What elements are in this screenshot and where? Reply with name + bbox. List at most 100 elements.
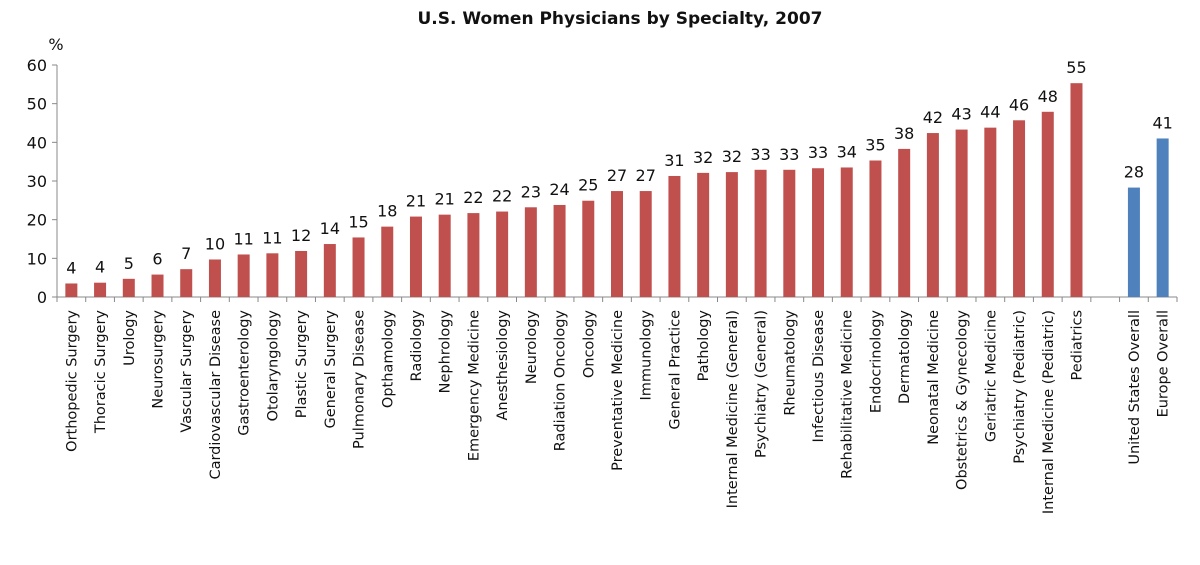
category-label: Internal Medicine (Pediatric)	[1041, 310, 1057, 514]
bar	[869, 160, 882, 297]
data-label: 18	[377, 202, 397, 221]
data-label: 15	[348, 212, 368, 231]
data-label: 4	[66, 258, 76, 277]
category-labels: Orthopedic Surgery Thoracic Surgery Urolog…	[64, 310, 1171, 515]
y-tick-label: 10	[27, 249, 47, 268]
category-label: General Practice	[667, 310, 683, 430]
data-label: 48	[1038, 87, 1058, 106]
data-label: 41	[1152, 113, 1172, 132]
data-label: 6	[152, 250, 162, 269]
category-label: Anesthesiology	[495, 310, 511, 421]
data-label: 11	[262, 228, 282, 247]
category-label: United States Overall	[1127, 310, 1143, 465]
axes: 0 10 20 30 40 50 60	[27, 56, 1178, 307]
bar	[611, 191, 623, 297]
category-label: Infectious Disease	[811, 310, 827, 443]
category-label: Dermatology	[897, 310, 913, 404]
category-label: Thoracic Surgery	[93, 310, 109, 435]
bar	[266, 253, 279, 297]
category-label: Radiology	[409, 310, 425, 382]
data-label: 24	[549, 180, 569, 199]
category-label: Endocrinology	[868, 310, 884, 414]
bar	[352, 237, 365, 297]
bar	[524, 207, 537, 297]
bar	[496, 211, 509, 297]
data-label: 28	[1124, 163, 1144, 182]
category-label: Radiation Oncology	[553, 310, 569, 452]
data-label: 12	[291, 226, 311, 245]
category-label: Neurology	[524, 310, 540, 385]
y-tick-label: 50	[27, 95, 47, 114]
y-tick-label: 40	[27, 133, 47, 152]
category-label: Gastroenterology	[237, 310, 253, 436]
bar	[639, 191, 652, 297]
bar	[898, 148, 911, 297]
bar	[1041, 111, 1054, 297]
data-label: 25	[578, 176, 598, 195]
bar	[697, 172, 710, 297]
bar	[1156, 138, 1169, 297]
data-label: 11	[233, 229, 253, 248]
data-label: 22	[463, 188, 483, 207]
bar	[754, 169, 767, 297]
bar	[151, 274, 164, 297]
category-label: Neurosurgery	[151, 310, 167, 409]
data-label: 38	[894, 124, 914, 143]
category-label: Cardiovascular Disease	[208, 310, 224, 480]
data-label: 33	[808, 143, 828, 162]
category-label: General Surgery	[323, 310, 339, 429]
bar	[1070, 83, 1083, 297]
bar	[725, 172, 738, 297]
bar	[237, 254, 250, 297]
category-label: Neonatal Medicine	[926, 310, 942, 445]
data-label: 21	[435, 190, 455, 209]
y-tick-label: 30	[27, 172, 47, 191]
data-label: 44	[980, 103, 1000, 122]
category-label: Emergency Medicine	[466, 310, 482, 461]
bar	[955, 129, 968, 297]
y-tick-label: 60	[27, 56, 47, 75]
category-label: Otolaryngology	[265, 310, 281, 422]
bar	[295, 250, 308, 297]
bar	[984, 127, 997, 297]
category-label: Plastic Surgery	[294, 310, 310, 419]
bar	[94, 282, 107, 297]
data-label: 34	[837, 142, 857, 161]
y-tick-label: 0	[37, 288, 47, 307]
bar	[553, 204, 566, 297]
category-label: Opthamology	[380, 310, 396, 408]
bars	[65, 83, 1169, 297]
y-axis-label: %	[48, 35, 63, 54]
bar	[668, 175, 681, 297]
category-label: Immunology	[639, 310, 655, 401]
data-label: 33	[779, 145, 799, 164]
data-label: 23	[521, 182, 541, 201]
category-label: Urology	[122, 310, 138, 366]
category-label: Geriatric Medicine	[983, 310, 999, 442]
bar	[409, 216, 422, 297]
bar	[438, 214, 451, 297]
data-label: 42	[923, 108, 943, 127]
data-label: 10	[205, 234, 225, 253]
category-label: Rehabilitative Medicine	[840, 310, 856, 479]
bar	[840, 167, 853, 297]
category-label: Obstetrics & Gynecology	[955, 310, 971, 490]
bar	[381, 226, 394, 297]
category-label: Oncology	[581, 310, 597, 379]
data-label: 55	[1066, 58, 1086, 77]
category-label: Internal Medicine (General)	[725, 310, 741, 508]
category-label: Nephrology	[438, 310, 454, 394]
y-tick-label: 20	[27, 211, 47, 230]
bar	[122, 278, 135, 297]
category-label: Vascular Surgery	[179, 310, 195, 433]
data-label: 32	[722, 147, 742, 166]
data-label: 27	[607, 166, 627, 185]
bar	[467, 213, 480, 297]
bar	[582, 200, 595, 297]
data-label: 35	[865, 136, 885, 155]
data-label: 32	[693, 148, 713, 167]
data-label: 31	[664, 151, 684, 170]
category-label: Pediatrics	[1069, 310, 1085, 380]
data-label: 21	[406, 192, 426, 211]
